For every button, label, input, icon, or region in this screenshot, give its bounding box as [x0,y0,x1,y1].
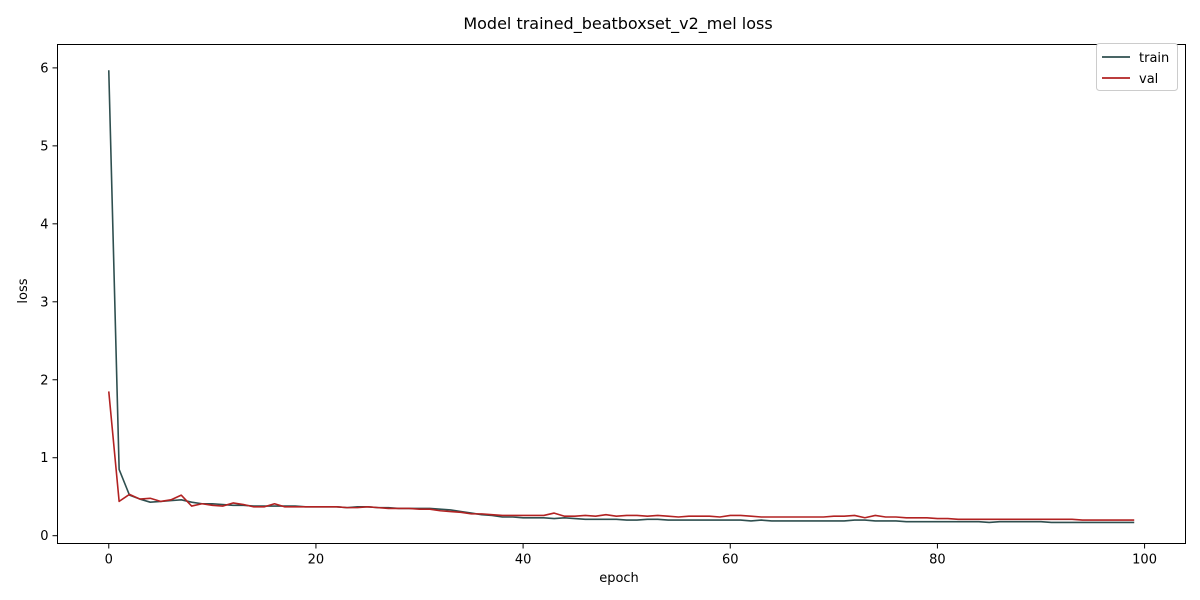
y-tick-label: 2 [40,373,48,388]
plot-frame [57,44,1186,544]
chart-title: Model trained_beatboxset_v2_mel loss [463,14,772,34]
y-tick-label: 5 [40,139,48,154]
x-tick-label: 40 [515,553,532,568]
y-axis-label: loss [16,278,31,303]
y-tick-label: 1 [40,451,48,466]
x-tick-label: 0 [105,553,113,568]
x-tick-label: 20 [308,553,325,568]
y-tick-label: 6 [40,61,48,76]
y-tick-label: 3 [40,295,48,310]
y-tick-label: 0 [40,529,48,544]
y-tick-label: 4 [40,217,48,232]
x-tick-label: 80 [929,553,946,568]
x-axis-label: epoch [599,571,639,586]
series-line-train [107,70,1135,524]
series-lines [107,70,1135,524]
y-axis: 0 1 2 3 4 5 6 [40,61,58,544]
x-axis: 0 20 40 60 80 100 [105,543,1157,568]
series-line-val [107,391,1135,521]
x-tick-label: 100 [1132,553,1157,568]
legend-label-train: train [1139,51,1169,66]
x-tick-label: 60 [722,553,739,568]
legend-label-val: val [1139,72,1158,87]
legend: train val [1096,43,1178,91]
